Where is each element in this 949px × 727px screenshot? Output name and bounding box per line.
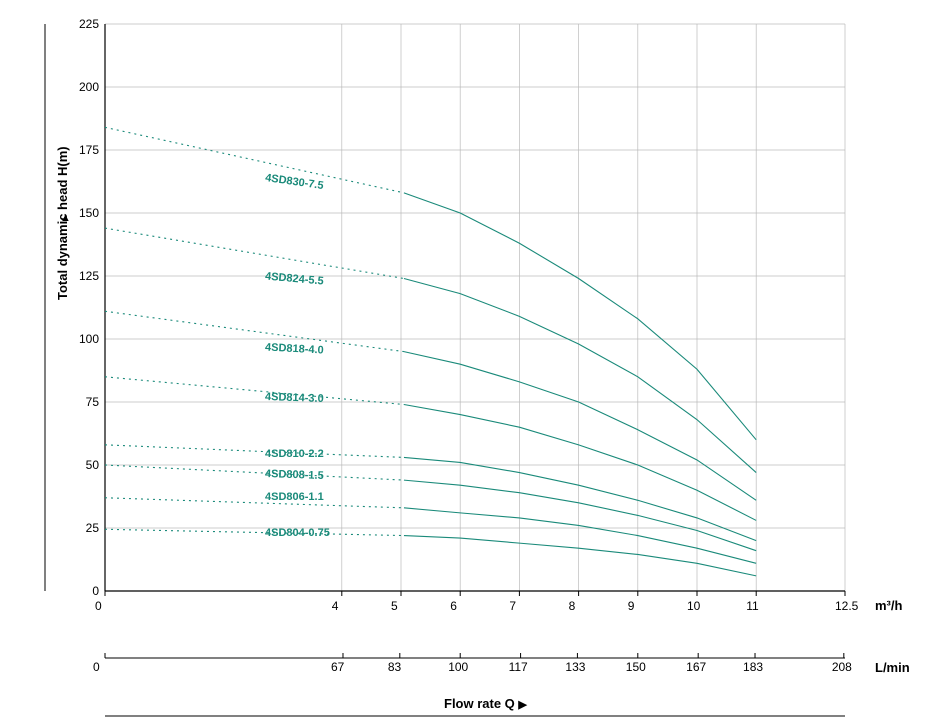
x-axis-label: Flow rate Q ▶ bbox=[444, 696, 527, 711]
x-tick-m3h: 6 bbox=[450, 599, 457, 613]
y-tick: 200 bbox=[79, 80, 99, 94]
y-tick: 25 bbox=[86, 521, 99, 535]
x-tick-lmin: 67 bbox=[331, 660, 344, 674]
y-tick: 0 bbox=[92, 584, 99, 598]
x-tick-lmin: 150 bbox=[626, 660, 646, 674]
x-tick-m3h: 7 bbox=[509, 599, 516, 613]
y-tick: 125 bbox=[79, 269, 99, 283]
x-tick-m3h: 12.5 bbox=[835, 599, 858, 613]
curve-label: 4SD810-2.2 bbox=[265, 448, 324, 460]
x-tick-lmin: 208 bbox=[832, 660, 852, 674]
x-tick-lmin: 0 bbox=[93, 660, 100, 674]
lmin-tick-marks bbox=[105, 653, 844, 658]
x-unit-lmin: L/min bbox=[875, 660, 910, 675]
y-tick: 225 bbox=[79, 17, 99, 31]
curve-label: 4SD808-1.5 bbox=[265, 468, 324, 482]
y-tick: 150 bbox=[79, 206, 99, 220]
x-tick-lmin: 100 bbox=[448, 660, 468, 674]
x-tick-lmin: 167 bbox=[686, 660, 706, 674]
x-tick-lmin: 83 bbox=[388, 660, 401, 674]
x-tick-lmin: 133 bbox=[565, 660, 585, 674]
curve-label: 4SD814-3.0 bbox=[265, 391, 324, 405]
x-axis-label-text: Flow rate Q bbox=[444, 696, 515, 711]
curve-label: 4SD806-1.1 bbox=[265, 491, 324, 503]
x-tick-m3h: 4 bbox=[332, 599, 339, 613]
x-tick-m3h: 11 bbox=[746, 599, 758, 613]
curve-label: 4SD804-0.75 bbox=[265, 527, 330, 539]
chart-svg bbox=[0, 0, 949, 620]
x-tick-lmin: 183 bbox=[743, 660, 763, 674]
x-tick-m3h: 10 bbox=[687, 599, 700, 613]
x-axis-arrow-icon: ▶ bbox=[518, 699, 526, 711]
x-unit-m3h: m³/h bbox=[875, 598, 902, 613]
x-tick-m3h: 0 bbox=[95, 599, 102, 613]
x-tick-m3h: 9 bbox=[628, 599, 635, 613]
y-axis-arrow-icon: ▲ bbox=[60, 212, 71, 224]
x-tick-m3h: 5 bbox=[391, 599, 398, 613]
x-tick-lmin: 117 bbox=[509, 660, 528, 674]
y-tick: 175 bbox=[79, 143, 99, 157]
y-tick: 100 bbox=[79, 332, 99, 346]
pump-curve-chart: Total dynamic head H(m) ▲ 4SD830-7.54SD8… bbox=[0, 0, 949, 727]
y-tick: 50 bbox=[86, 458, 99, 472]
x-tick-m3h: 8 bbox=[569, 599, 576, 613]
y-tick: 75 bbox=[86, 395, 99, 409]
